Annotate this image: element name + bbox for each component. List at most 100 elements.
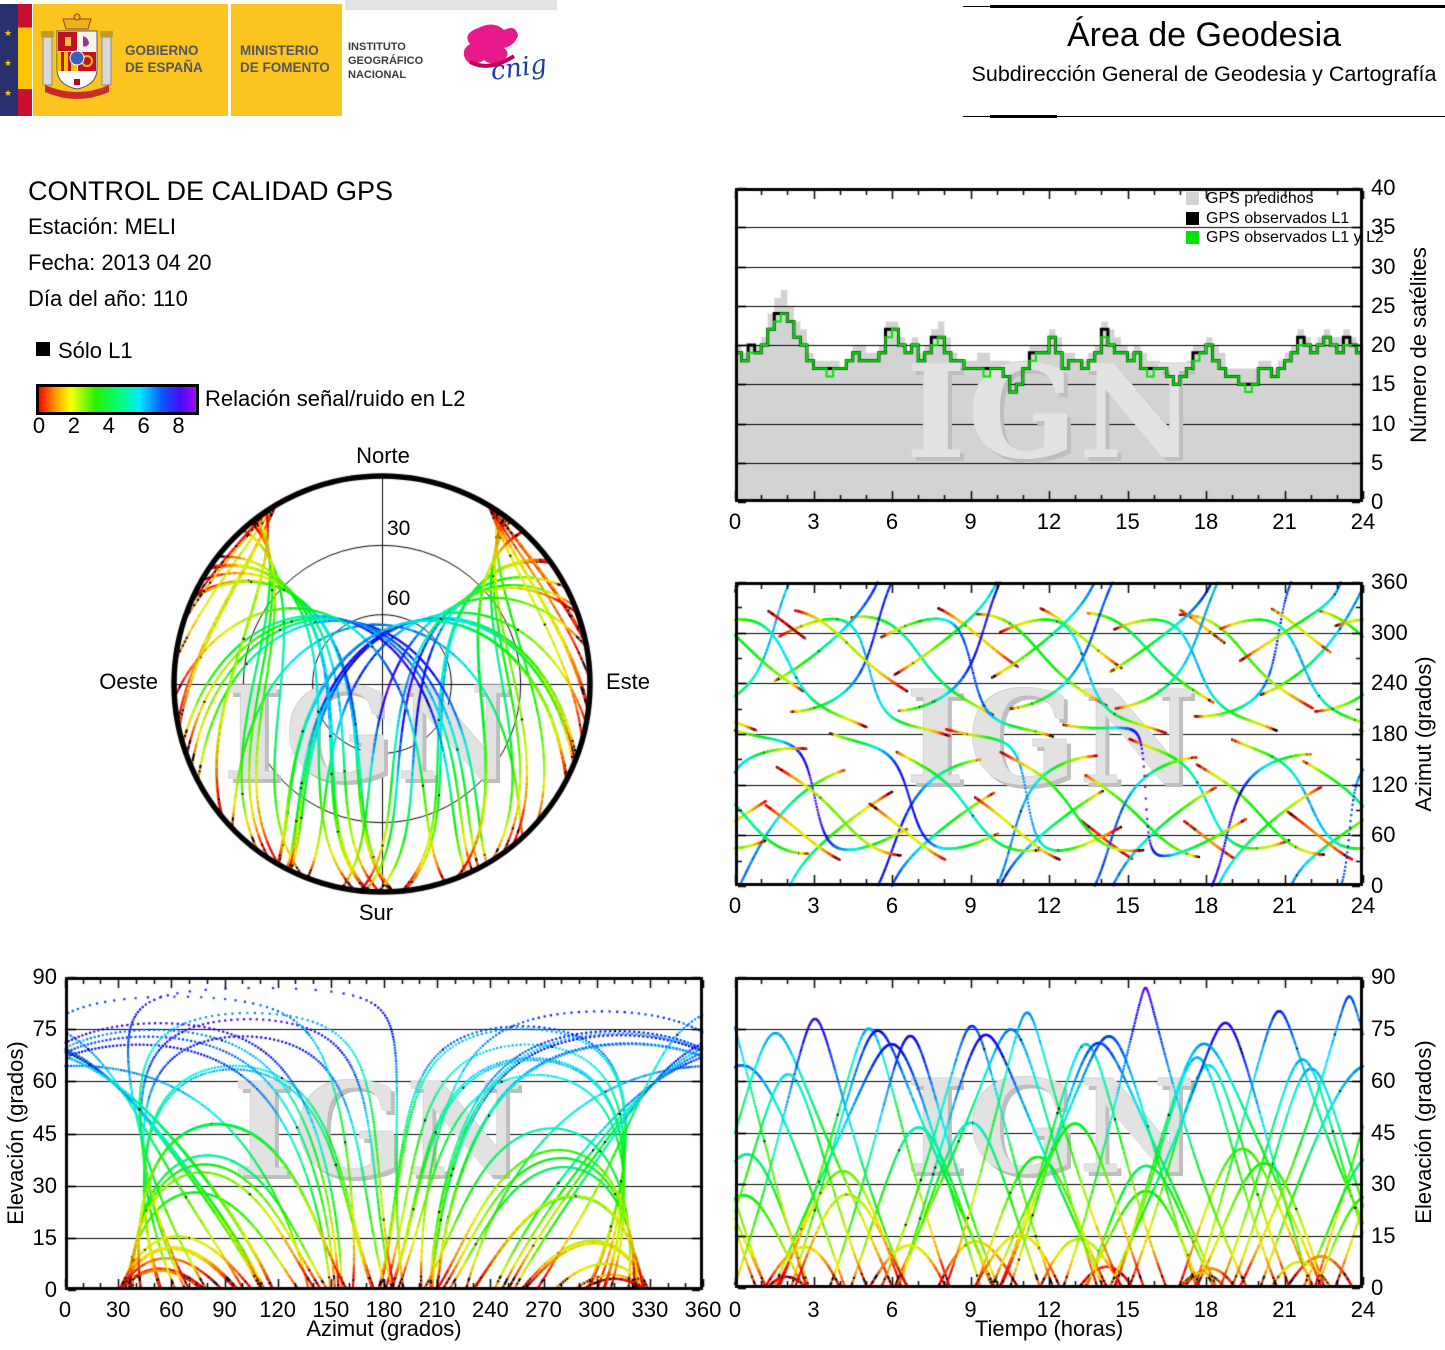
az_time-x-tick: 9 xyxy=(964,893,977,918)
el_time-x-tick: 21 xyxy=(1272,1297,1297,1322)
area-title: Área de Geodesia xyxy=(1066,16,1342,54)
el_az-x-tick: 240 xyxy=(471,1297,509,1322)
legend-swatch xyxy=(1186,192,1199,205)
skyplot-south-label: Sur xyxy=(358,900,394,925)
page-title: CONTROL DE CALIDAD GPS xyxy=(28,176,394,206)
el_az-x-tick: 330 xyxy=(631,1297,669,1322)
spain-flag-column xyxy=(18,4,32,116)
az_time-y-tick: 120 xyxy=(1371,771,1408,797)
ign-watermark: IGN xyxy=(905,337,1199,488)
el_az-x-tick: 210 xyxy=(418,1297,456,1322)
satcount-y-tick: 40 xyxy=(1371,175,1396,200)
az_time-x-tick: 15 xyxy=(1115,893,1140,918)
el_time-y-tick: 75 xyxy=(1371,1015,1396,1041)
ign-watermark: IGN xyxy=(905,663,1199,814)
el_az-y-tick: 75 xyxy=(32,1016,57,1042)
el_time-y-tick: 30 xyxy=(1371,1171,1396,1197)
skyplot-east-label: Este xyxy=(606,669,651,694)
satcount-y-tick: 15 xyxy=(1371,371,1396,397)
az_time-y-tick: 180 xyxy=(1371,721,1408,746)
header-rule-bottom xyxy=(990,115,1057,118)
eu-flag-column: ★ ★ ★ xyxy=(0,4,18,116)
spain-coat-of-arms xyxy=(41,13,113,99)
cnig-logo: cnig xyxy=(463,24,549,87)
el_time-x-tick: 18 xyxy=(1193,1297,1219,1322)
skyplot-ring-label-30: 30 xyxy=(387,517,411,540)
el_time-x-tick: 0 xyxy=(728,1297,742,1322)
satcount-x-tick: 9 xyxy=(964,509,977,534)
colorbar-tick: 8 xyxy=(172,413,185,438)
ministerio-label-line1: MINISTERIO xyxy=(240,43,319,58)
gobierno-logo-block: GOBIERNO DE ESPAÑA xyxy=(33,4,228,116)
az_time-y-tick: 240 xyxy=(1371,670,1408,696)
header-rule-top-thin xyxy=(963,6,990,7)
azimuth-axis-title: Azimut (grados) xyxy=(1411,656,1436,812)
az_time-y-tick: 60 xyxy=(1371,822,1396,848)
satcount-x-tick: 15 xyxy=(1115,509,1140,534)
ministerio-label-line2: DE FOMENTO xyxy=(240,60,330,75)
date-label: Fecha: 2013 04 20 xyxy=(28,250,212,275)
legend-label: GPS predichos xyxy=(1206,190,1314,207)
az_time-x-tick: 0 xyxy=(728,893,742,918)
solo-l1-swatch xyxy=(36,342,50,356)
cnig-script-text: cnig xyxy=(489,49,549,87)
el_time-y-tick: 15 xyxy=(1371,1223,1396,1249)
legend-label: GPS observados L1 xyxy=(1206,209,1350,227)
skyplot-west-label: Oeste xyxy=(99,669,158,694)
el_az-y-tick: 60 xyxy=(32,1068,57,1094)
satcount-y-tick: 25 xyxy=(1371,292,1396,318)
satcount-x-tick: 0 xyxy=(728,509,742,534)
colorbar-tick: 2 xyxy=(67,413,80,438)
el_time-x-tick: 6 xyxy=(885,1297,899,1322)
gobierno-label-line2: DE ESPAÑA xyxy=(125,60,203,75)
az_time-y-tick: 360 xyxy=(1371,569,1408,594)
instituto-label-line2: GEOGRÁFICO xyxy=(348,55,424,67)
gobierno-label-line1: GOBIERNO xyxy=(125,43,199,58)
snr-colorbar xyxy=(36,384,199,415)
elevation-right-axis-title: Elevación (grados) xyxy=(1411,1040,1436,1224)
el_az-x-tick: 60 xyxy=(159,1297,184,1322)
ign-watermark: IGN xyxy=(905,1052,1199,1203)
elevation-left-axis-title: Elevación (grados) xyxy=(3,1041,28,1225)
satcount-x-tick: 12 xyxy=(1036,509,1062,534)
instituto-label-line3: NACIONAL xyxy=(348,69,407,81)
colorbar-tick: 4 xyxy=(102,413,115,438)
skyplot-north-label: Norte xyxy=(356,443,410,468)
el_time-y-tick: 0 xyxy=(1371,1275,1384,1300)
satcount-y-tick: 10 xyxy=(1371,410,1396,436)
header-rule-top xyxy=(990,5,1445,8)
az_time-x-tick: 3 xyxy=(807,893,820,918)
satcount-x-tick: 18 xyxy=(1193,509,1219,534)
satcount-y-tick: 5 xyxy=(1371,449,1384,475)
az_time-x-tick: 21 xyxy=(1272,893,1297,918)
instituto-label-line1: INSTITUTO xyxy=(348,41,406,53)
el_az-x-tick: 300 xyxy=(578,1297,616,1322)
satcount-y-tick: 0 xyxy=(1371,489,1384,514)
satcount-y-tick: 20 xyxy=(1371,332,1396,357)
az_time-x-tick: 18 xyxy=(1193,893,1219,918)
el_time-x-tick: 12 xyxy=(1036,1297,1062,1322)
ign-watermark: IGN xyxy=(222,659,516,810)
el_az-x-tick: 360 xyxy=(684,1297,722,1322)
legend-swatch xyxy=(1186,231,1199,244)
ministerio-logo-block: MINISTERIO DE FOMENTO xyxy=(231,4,342,116)
el_az-x-tick: 0 xyxy=(58,1297,72,1322)
el_az-x-tick: 180 xyxy=(365,1297,403,1322)
colorbar-tick: 0 xyxy=(32,413,46,438)
el_az-x-tick: 270 xyxy=(525,1297,562,1322)
ign-logo-block: INSTITUTO GEOGRÁFICO NACIONAL cnig xyxy=(345,10,560,116)
el_az-x-tick: 30 xyxy=(105,1297,131,1322)
satcount-axis-title: Número de satélites xyxy=(1406,247,1431,443)
satcount-y-tick: 30 xyxy=(1371,253,1396,279)
el_az-y-tick: 90 xyxy=(32,964,57,989)
colorbar-label: Relación señal/ruido en L2 xyxy=(205,386,466,411)
el_az-y-tick: 0 xyxy=(44,1277,57,1302)
az_time-y-tick: 0 xyxy=(1371,873,1384,898)
satcount-x-tick: 21 xyxy=(1272,509,1297,534)
logo-frame-strip xyxy=(345,0,557,10)
solo-l1-label: Sólo L1 xyxy=(58,338,133,363)
el_az-x-tick: 150 xyxy=(312,1297,350,1322)
el_time-x-tick: 9 xyxy=(964,1297,977,1322)
el_time-x-tick: 15 xyxy=(1115,1297,1140,1322)
